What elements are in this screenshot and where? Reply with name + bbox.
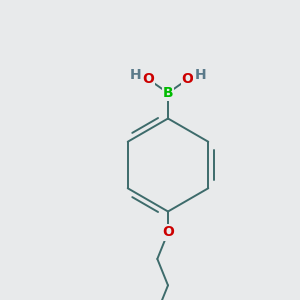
Text: O: O (142, 72, 154, 86)
Text: O: O (182, 72, 194, 86)
Text: H: H (130, 68, 142, 82)
Text: H: H (194, 68, 206, 82)
Text: B: B (163, 86, 173, 100)
Text: O: O (162, 226, 174, 239)
